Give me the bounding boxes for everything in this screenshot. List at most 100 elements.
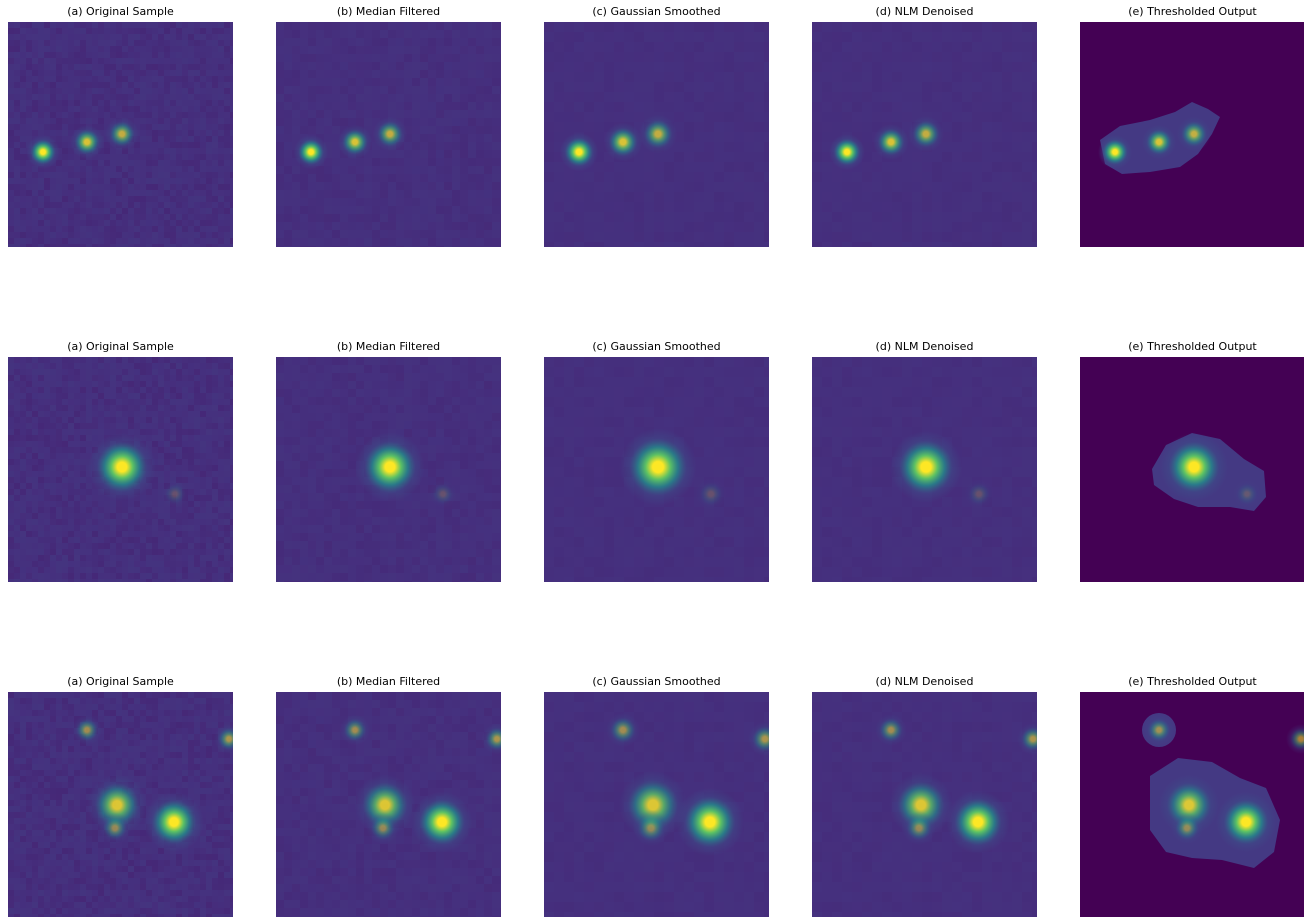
- light-source: [1216, 792, 1276, 852]
- light-source: [372, 116, 408, 152]
- light-source: [1286, 724, 1304, 754]
- astro-image: [8, 692, 233, 917]
- astro-image: [544, 22, 769, 247]
- astro-image: [1080, 22, 1304, 247]
- light-source: [1098, 135, 1132, 169]
- light-source: [72, 715, 102, 745]
- panel-image: [544, 357, 769, 582]
- panel-title: (e) Thresholded Output: [1128, 675, 1257, 688]
- panel-title: (d) NLM Denoised: [875, 340, 974, 353]
- panel-title: (a) Original Sample: [67, 340, 174, 353]
- panel-row3-original: (a) Original Sample: [8, 672, 233, 917]
- light-source: [695, 478, 727, 510]
- panel-image: [8, 692, 233, 917]
- panel-title: (d) NLM Denoised: [875, 675, 974, 688]
- light-source: [481, 723, 501, 755]
- light-source: [908, 116, 944, 152]
- panel-row2-original: (a) Original Sample: [8, 337, 233, 582]
- light-source: [559, 132, 599, 172]
- panel-image: [1080, 692, 1304, 917]
- astro-image: [544, 357, 769, 582]
- panel-image: [276, 692, 501, 917]
- panel-row3-threshold: (e) Thresholded Output: [1080, 672, 1304, 917]
- astro-image: [276, 357, 501, 582]
- astro-image: [544, 692, 769, 917]
- astro-image: [1080, 692, 1304, 917]
- light-source: [873, 124, 909, 160]
- light-source: [902, 811, 936, 845]
- light-source: [26, 135, 60, 169]
- light-source: [632, 809, 670, 847]
- panel-row2-nlm: (d) NLM Denoised: [812, 337, 1037, 582]
- astro-image: [812, 692, 1037, 917]
- light-source: [214, 724, 233, 754]
- light-source: [293, 134, 329, 170]
- light-source: [890, 431, 962, 503]
- panel-image: [1080, 22, 1304, 247]
- panel-image: [812, 692, 1037, 917]
- panel-image: [544, 22, 769, 247]
- astro-image: [812, 357, 1037, 582]
- light-source: [605, 712, 641, 748]
- light-source: [675, 787, 745, 857]
- light-source: [1017, 723, 1037, 755]
- light-source: [1177, 117, 1211, 151]
- light-source: [1144, 715, 1174, 745]
- panel-title: (b) Median Filtered: [336, 675, 441, 688]
- light-source: [964, 479, 994, 509]
- panel-row3-gaussian: (c) Gaussian Smoothed: [544, 672, 769, 917]
- light-source: [1142, 125, 1176, 159]
- light-source: [144, 792, 204, 852]
- panel-title: (a) Original Sample: [67, 5, 174, 18]
- panel-row2-threshold: (e) Thresholded Output: [1080, 337, 1304, 582]
- panel-row1-threshold: (e) Thresholded Output: [1080, 2, 1304, 247]
- panel-row3-median: (b) Median Filtered: [276, 672, 501, 917]
- panel-row2-gaussian: (c) Gaussian Smoothed: [544, 337, 769, 582]
- light-source: [339, 714, 371, 746]
- panel-image: [812, 357, 1037, 582]
- panel-title: (a) Original Sample: [67, 675, 174, 688]
- light-source: [829, 134, 865, 170]
- panel-row1-gaussian: (c) Gaussian Smoothed: [544, 2, 769, 247]
- light-source: [747, 721, 769, 757]
- light-source: [1160, 433, 1228, 501]
- panel-title: (b) Median Filtered: [336, 5, 441, 18]
- light-source: [366, 811, 400, 845]
- astro-image: [8, 357, 233, 582]
- panel-title: (c) Gaussian Smoothed: [592, 5, 721, 18]
- panel-row1-nlm: (d) NLM Denoised: [812, 2, 1037, 247]
- panel-image: [276, 22, 501, 247]
- light-source: [638, 114, 678, 154]
- light-source: [1171, 812, 1203, 844]
- panel-row3-nlm: (d) NLM Denoised: [812, 672, 1037, 917]
- light-source: [105, 117, 139, 151]
- panel-row1-median: (b) Median Filtered: [276, 2, 501, 247]
- astro-image: [812, 22, 1037, 247]
- panel-image: [8, 357, 233, 582]
- light-source: [946, 790, 1010, 854]
- light-source: [70, 125, 104, 159]
- astro-image: [1080, 357, 1304, 582]
- panel-row1-original: (a) Original Sample: [8, 2, 233, 247]
- panel-title: (d) NLM Denoised: [875, 5, 974, 18]
- light-source: [603, 122, 643, 162]
- panel-title: (c) Gaussian Smoothed: [592, 675, 721, 688]
- astro-image: [276, 22, 501, 247]
- panel-title: (e) Thresholded Output: [1128, 340, 1257, 353]
- panel-row2-median: (b) Median Filtered: [276, 337, 501, 582]
- panel-title: (b) Median Filtered: [336, 340, 441, 353]
- panel-image: [8, 22, 233, 247]
- light-source: [337, 124, 373, 160]
- panel-image: [276, 357, 501, 582]
- panel-title: (e) Thresholded Output: [1128, 5, 1257, 18]
- astro-image: [276, 692, 501, 917]
- panel-title: (c) Gaussian Smoothed: [592, 340, 721, 353]
- astro-image: [8, 22, 233, 247]
- light-source: [428, 479, 458, 509]
- panel-image: [812, 22, 1037, 247]
- light-source: [875, 714, 907, 746]
- light-source: [88, 433, 156, 501]
- light-source: [355, 432, 425, 502]
- light-source: [619, 428, 697, 506]
- light-source: [99, 812, 131, 844]
